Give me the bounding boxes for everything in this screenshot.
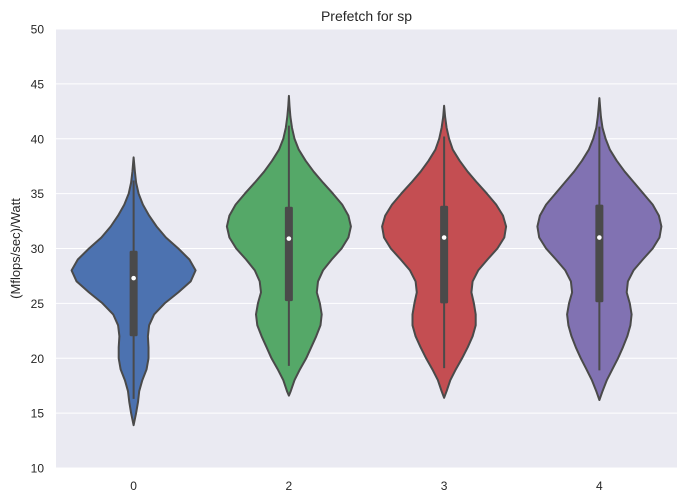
violins bbox=[70, 94, 663, 427]
median-point-4 bbox=[597, 235, 602, 240]
y-tick-label: 50 bbox=[31, 23, 45, 37]
x-tick-label: 2 bbox=[286, 479, 293, 493]
x-tick-label: 4 bbox=[596, 479, 603, 493]
iqr-box-2 bbox=[284, 206, 293, 302]
y-tick-label: 20 bbox=[31, 352, 45, 366]
y-tick-label: 35 bbox=[31, 187, 45, 201]
median-point-0 bbox=[131, 275, 136, 281]
iqr-box-0 bbox=[129, 250, 138, 337]
y-tick-label: 30 bbox=[31, 242, 45, 256]
x-axis-ticks: 0 2 3 4 bbox=[130, 479, 603, 493]
chart-title: Prefetch for sp bbox=[321, 8, 412, 24]
y-tick-label: 45 bbox=[31, 77, 45, 91]
y-tick-label: 25 bbox=[31, 297, 45, 311]
iqr-box-4 bbox=[595, 204, 604, 303]
median-point-3 bbox=[441, 235, 447, 240]
y-tick-label: 10 bbox=[31, 462, 45, 476]
y-tick-label: 40 bbox=[31, 132, 45, 146]
x-tick-label: 3 bbox=[441, 479, 448, 493]
median-point-2 bbox=[286, 236, 292, 241]
y-tick-label: 15 bbox=[31, 407, 45, 421]
y-axis-label: (Mflops/sec)/Watt bbox=[8, 198, 23, 299]
y-axis-ticks: 10 15 20 25 30 35 40 45 50 bbox=[31, 23, 45, 476]
x-tick-label: 0 bbox=[130, 479, 137, 493]
iqr-box-3 bbox=[440, 205, 449, 304]
